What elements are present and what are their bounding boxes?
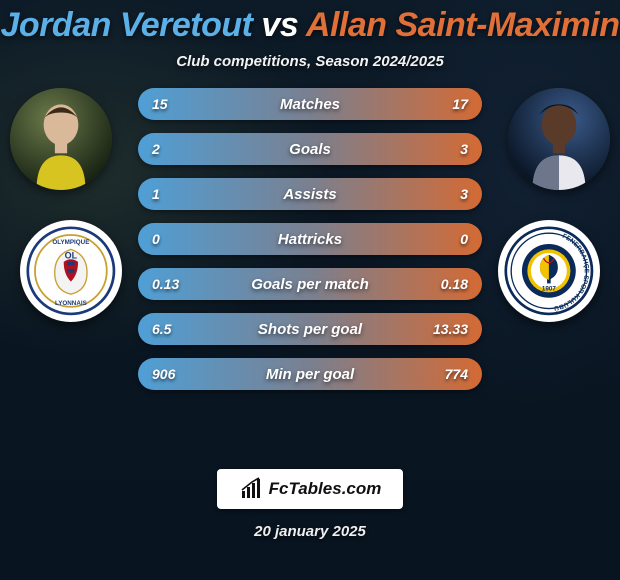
subtitle: Club competitions, Season 2024/2025 [176, 53, 444, 70]
stat-right-value: 0.18 [422, 276, 468, 292]
player2-avatar [508, 88, 610, 190]
stat-rows: 15Matches17 2Goals3 1Assists3 0Hattricks0 0.… [138, 88, 482, 390]
stat-left-value: 6.5 [152, 321, 198, 337]
stat-row: 6.5Shots per goal13.33 [138, 313, 482, 345]
stat-row: 0Hattricks0 [138, 223, 482, 255]
svg-text:LYONNAIS: LYONNAIS [55, 300, 87, 307]
content-root: Jordan Veretout vs Allan Saint-Maximin C… [0, 0, 620, 580]
date-text: 20 january 2025 [254, 523, 366, 540]
stat-left-value: 906 [152, 366, 198, 382]
stat-row: 906Min per goal774 [138, 358, 482, 390]
stat-right-value: 17 [422, 96, 468, 112]
player1-club-crest: OLYMPIQUE LYONNAIS OL [20, 220, 122, 322]
brand-badge: FcTables.com [217, 469, 404, 509]
stat-right-value: 13.33 [422, 321, 468, 337]
stat-left-value: 15 [152, 96, 198, 112]
player1-avatar [10, 88, 112, 190]
svg-text:1907: 1907 [542, 286, 556, 293]
brand-logo-icon [239, 477, 263, 501]
page-title: Jordan Veretout vs Allan Saint-Maximin [1, 6, 620, 45]
footer: FcTables.com 20 january 2025 [0, 469, 620, 580]
comparison-area: OLYMPIQUE LYONNAIS OL FENERBAHÇE SPOR KU… [0, 88, 620, 469]
title-player2: Allan Saint-Maximin [306, 6, 620, 44]
stat-row: 2Goals3 [138, 133, 482, 165]
stat-right-value: 3 [422, 141, 468, 157]
stat-right-value: 3 [422, 186, 468, 202]
svg-text:OLYMPIQUE: OLYMPIQUE [52, 239, 89, 246]
stat-left-value: 1 [152, 186, 198, 202]
stat-left-value: 0.13 [152, 276, 198, 292]
stat-left-value: 0 [152, 231, 198, 247]
player2-club-crest: FENERBAHÇE SPOR KULÜBÜ 1907 [498, 220, 600, 322]
title-player1: Jordan Veretout [1, 6, 253, 44]
title-vs: vs [252, 6, 305, 44]
stat-row: 1Assists3 [138, 178, 482, 210]
stat-left-value: 2 [152, 141, 198, 157]
svg-text:OL: OL [65, 250, 78, 260]
brand-text: FcTables.com [269, 479, 382, 499]
stat-row: 15Matches17 [138, 88, 482, 120]
stat-right-value: 774 [422, 366, 468, 382]
stat-right-value: 0 [422, 231, 468, 247]
stat-row: 0.13Goals per match0.18 [138, 268, 482, 300]
